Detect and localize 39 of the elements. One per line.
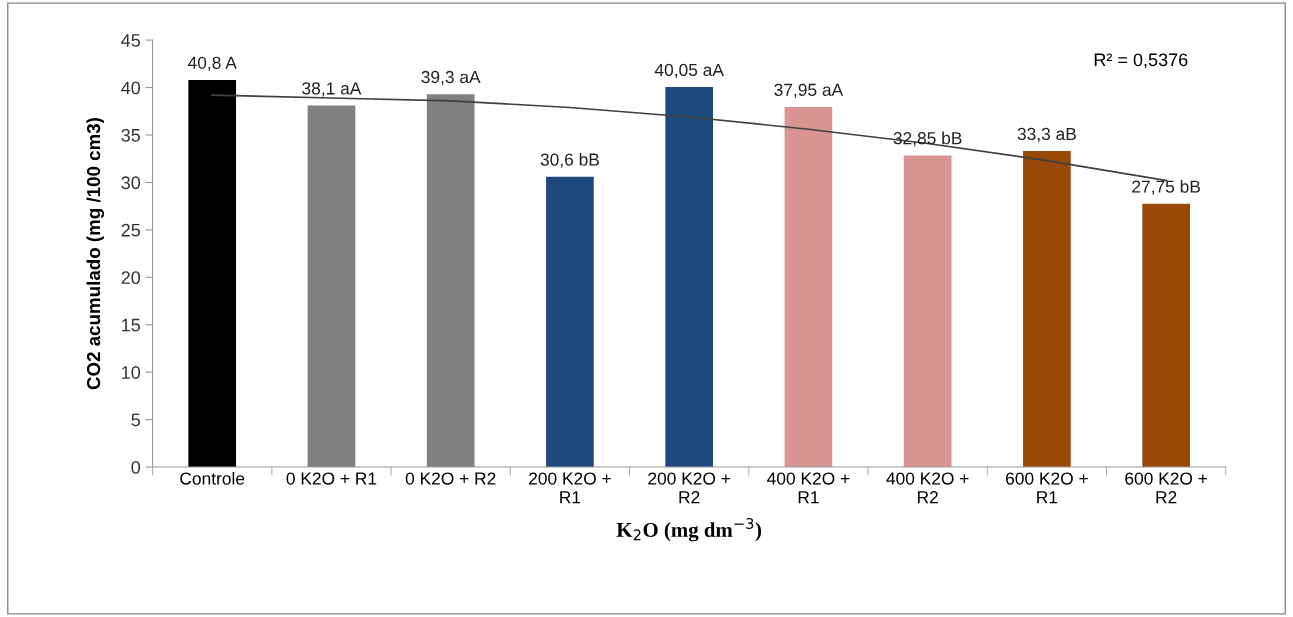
annotation: R² = 0,5376 (1094, 53, 1188, 69)
bar (188, 79, 237, 468)
y-tick-label: 30 (121, 176, 141, 190)
y-tick-label: 0 (131, 461, 141, 474)
x-tick-label: 200 K2O + R1 (529, 472, 611, 504)
data-label: 37,95 aA (774, 83, 844, 99)
y-tick-label: 40 (121, 81, 141, 95)
bar (426, 94, 475, 468)
y-tick-label: 25 (121, 223, 141, 237)
y-axis-title: CO2 acumulado (mg /100 cm3) (86, 118, 105, 390)
bar (1023, 151, 1071, 468)
y-tick-label: 35 (121, 128, 141, 142)
data-label: 27,75 bB (1132, 180, 1200, 195)
data-label: 38,1 aA (302, 82, 362, 97)
data-label: 40,05 aA (654, 63, 724, 79)
bar (307, 105, 356, 468)
data-label: 30,6 bB (540, 152, 599, 168)
y-tick-label: 45 (121, 34, 141, 47)
bar (546, 176, 594, 468)
x-tick-label: Controle (180, 471, 245, 485)
bar (784, 107, 833, 468)
data-label: 40,8 A (187, 56, 237, 71)
y-tick-label: 10 (122, 366, 141, 379)
y-tick-label: 5 (131, 413, 141, 427)
x-tick-label: 0 K2O + R2 (405, 472, 496, 485)
x-tick-label: 200 K2O + R2 (648, 472, 731, 504)
bar (1142, 203, 1190, 468)
bar (665, 87, 714, 468)
x-tick-label: 0 K2O + R1 (286, 472, 377, 485)
data-label: 39,3 aA (421, 70, 481, 86)
x-tick-label: 600 K2O + R1 (1006, 472, 1088, 504)
y-tick-label: 20 (121, 271, 141, 285)
x-tick-label: 400 K2O + R1 (767, 472, 850, 504)
data-label: 33,3 aB (1017, 127, 1076, 143)
x-axis-title: K$_{2}$O (mg dm$^{−3}$) (616, 517, 762, 542)
y-tick-label: 15 (122, 318, 141, 332)
x-tick-label: 400 K2O + R2 (886, 472, 969, 504)
x-tick-label: 600 K2O + R2 (1125, 472, 1208, 504)
bar (903, 155, 952, 468)
